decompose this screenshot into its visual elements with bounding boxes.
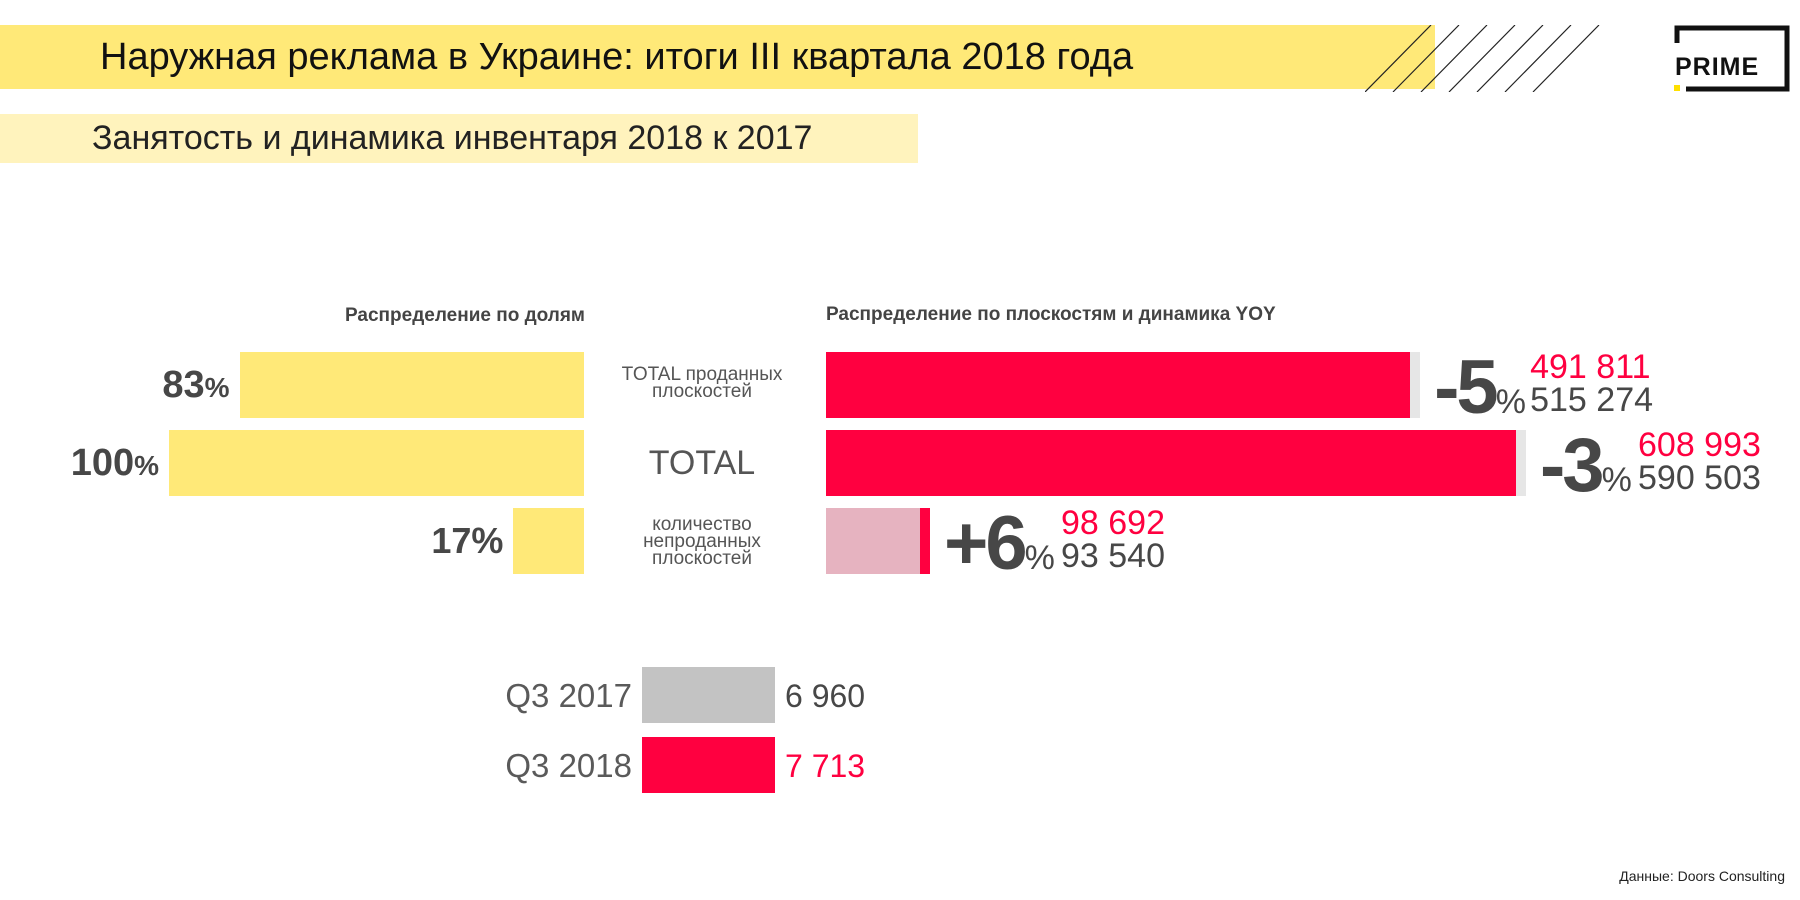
subtitle-band bbox=[0, 114, 918, 163]
title-band bbox=[0, 25, 1435, 89]
yoy-change-percent: % bbox=[1495, 383, 1526, 421]
quarter-label: Q3 2018 bbox=[505, 747, 632, 784]
share-value-label: 17% bbox=[431, 518, 503, 564]
quarter-value: 6 960 bbox=[785, 678, 866, 714]
yoy-value-2017: 515 274 bbox=[1530, 381, 1654, 419]
yoy-change-number: +6 bbox=[944, 501, 1028, 586]
yoy-value-2017: 590 503 bbox=[1638, 459, 1761, 497]
prime-logo: PRIME bbox=[1674, 25, 1790, 92]
share-value-label: 83% bbox=[162, 362, 229, 411]
share-value-label: 100% bbox=[71, 440, 159, 489]
yoy-value-2017: 93 540 bbox=[1061, 537, 1165, 575]
category-label-line: плоскостей bbox=[652, 381, 752, 402]
yoy-change-percent: % bbox=[1601, 461, 1632, 499]
page-subtitle: Занятость и динамика инвентаря 2018 к 20… bbox=[92, 119, 813, 157]
hatch-line bbox=[1532, 25, 1600, 92]
yoy-change-number: -5 bbox=[1434, 345, 1499, 430]
yoy-change-label: -3% bbox=[1540, 428, 1632, 518]
quarter-bar bbox=[642, 737, 775, 793]
yoy-bar-2017 bbox=[826, 508, 920, 574]
share-bar bbox=[513, 508, 584, 574]
category-label-line: TOTAL bbox=[648, 444, 756, 482]
category-label-line: TOTAL проданных bbox=[621, 364, 783, 385]
hatch-line bbox=[1448, 25, 1516, 92]
yoy-change-percent: % bbox=[1024, 539, 1055, 577]
share-value-percent: % bbox=[134, 450, 159, 481]
yoy-bar-2018 bbox=[826, 352, 1411, 418]
quarter-value: 7 713 bbox=[785, 748, 866, 784]
logo-yellow-square bbox=[1674, 85, 1680, 91]
hatch-line bbox=[1420, 25, 1488, 92]
share-value-number: 100 bbox=[70, 442, 135, 484]
category-label: количество непроданных плоскостей bbox=[592, 514, 812, 569]
quarter-bar bbox=[642, 667, 775, 723]
yoy-bar-2018 bbox=[826, 430, 1516, 496]
category-label-line: непроданных bbox=[643, 531, 761, 552]
hatch-line bbox=[1476, 25, 1544, 92]
yoy-value-2018: 98 692 bbox=[1061, 504, 1165, 542]
source-note: Данные: Doors Consulting bbox=[1619, 868, 1785, 884]
logo-text: PRIME bbox=[1675, 53, 1760, 81]
share-bar bbox=[169, 430, 584, 496]
yoy-change-label: +6% bbox=[944, 506, 1055, 596]
share-value-number: 83 bbox=[162, 364, 205, 406]
quarter-label: Q3 2017 bbox=[505, 677, 632, 714]
hatch-line bbox=[1365, 25, 1432, 92]
yoy-bar-2018 bbox=[920, 508, 930, 574]
share-value-percent: % bbox=[204, 372, 230, 403]
yoy-value-2018: 608 993 bbox=[1638, 426, 1761, 464]
hatch-line bbox=[1392, 25, 1460, 92]
category-label-line: плоскостей bbox=[652, 548, 752, 569]
category-label: TOTAL проданных плоскостей bbox=[592, 364, 812, 402]
hatch-line bbox=[1504, 25, 1572, 92]
decorative-hatch bbox=[1365, 25, 1600, 92]
yoy-change-label: -5% bbox=[1434, 350, 1526, 440]
yoy-chart-title: Распределение по плоскостям и динамика Y… bbox=[826, 304, 1276, 325]
yoy-change-number: -3 bbox=[1540, 423, 1605, 508]
yoy-value-2018: 491 811 bbox=[1530, 348, 1651, 386]
category-label: TOTAL bbox=[592, 440, 812, 486]
category-label-line: количество bbox=[652, 514, 752, 535]
share-value-number: 17% bbox=[431, 520, 504, 561]
shares-chart-title: Распределение по долям bbox=[345, 305, 585, 326]
logo-frame bbox=[1674, 25, 1790, 92]
page-title: Наружная реклама в Украине: итоги III кв… bbox=[100, 36, 1134, 78]
share-bar bbox=[239, 352, 584, 418]
